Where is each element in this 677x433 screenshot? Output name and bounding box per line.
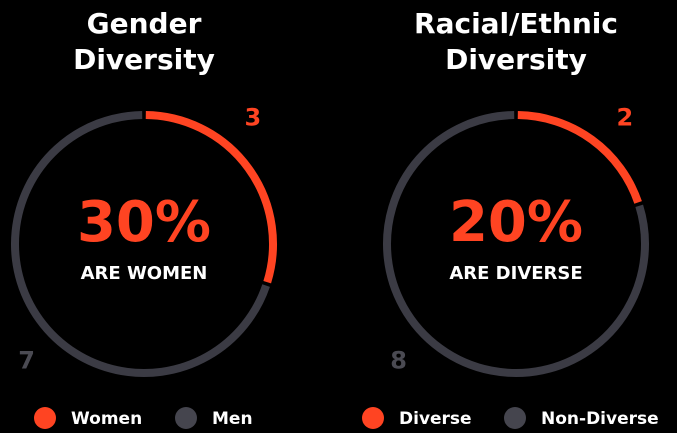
donut-segment <box>517 111 642 204</box>
value-label: 2 <box>617 104 634 132</box>
donut-segment <box>11 111 270 377</box>
legend-swatch <box>34 407 56 429</box>
center-value: 30% <box>77 190 211 255</box>
value-label: 7 <box>18 346 35 374</box>
chart-title: Gender Diversity <box>73 7 215 76</box>
chart-title: Racial/Ethnic Diversity <box>414 7 618 76</box>
legend-swatch <box>175 407 197 429</box>
donut-segment <box>383 111 649 377</box>
center-caption: ARE DIVERSE <box>449 263 582 284</box>
legend-label: Women <box>71 409 142 429</box>
legend-label: Men <box>212 409 253 429</box>
center-caption: ARE WOMEN <box>81 263 208 284</box>
center-value: 20% <box>449 190 583 255</box>
value-label: 3 <box>245 104 262 132</box>
legend-swatch <box>362 407 384 429</box>
value-label: 8 <box>390 346 407 374</box>
legend-swatch <box>504 407 526 429</box>
donut-segment <box>145 111 277 284</box>
legend-label: Diverse <box>399 409 472 429</box>
legend-label: Non-Diverse <box>541 409 659 429</box>
